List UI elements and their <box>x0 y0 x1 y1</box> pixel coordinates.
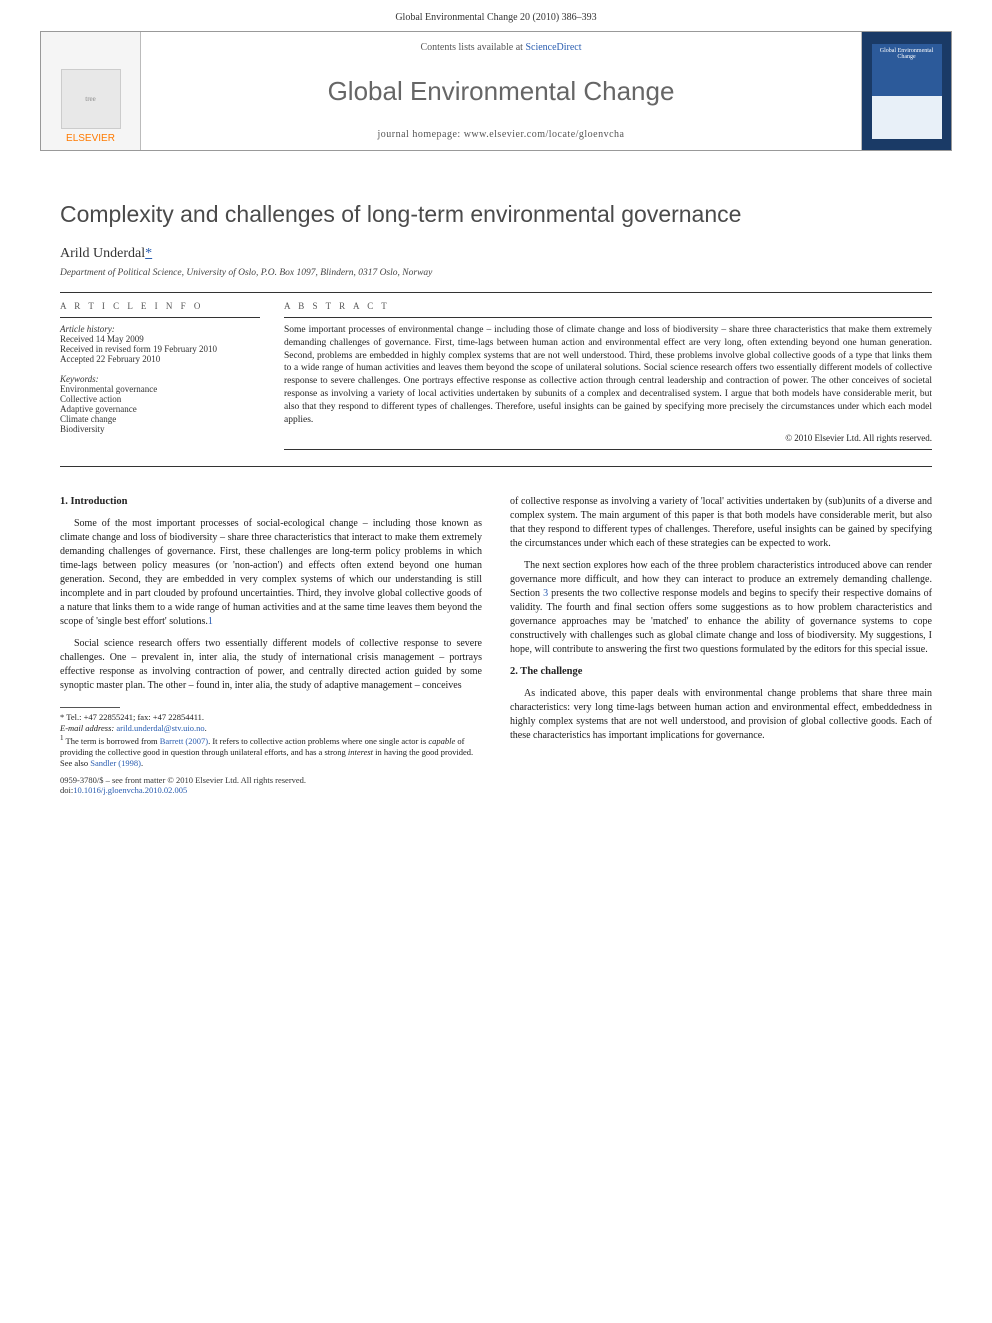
abstract-heading: A B S T R A C T <box>284 301 932 311</box>
footer-copyright: 0959-3780/$ – see front matter © 2010 El… <box>60 775 932 785</box>
contents-line: Contents lists available at ScienceDirec… <box>147 42 855 53</box>
keyword: Adaptive governance <box>60 404 260 414</box>
doi-link[interactable]: 10.1016/j.gloenvcha.2010.02.005 <box>73 785 187 795</box>
author-line: Arild Underdal* <box>60 246 932 262</box>
footer-doi-line: doi:10.1016/j.gloenvcha.2010.02.005 <box>60 785 932 795</box>
journal-thumb-label: Global Environmental Change <box>880 48 934 60</box>
body-text: Some of the most important processes of … <box>60 518 482 627</box>
body-paragraph: Social science research offers two essen… <box>60 637 482 693</box>
article-info: A R T I C L E I N F O Article history: R… <box>60 301 260 456</box>
article-info-heading: A R T I C L E I N F O <box>60 301 260 311</box>
body-paragraph: Some of the most important processes of … <box>60 517 482 629</box>
author-email-link[interactable]: arild.underdal@stv.uio.no <box>116 723 204 733</box>
keyword: Climate change <box>60 414 260 424</box>
fn-text: . It refers to collective action problem… <box>208 736 428 746</box>
rule-abstract-bottom <box>284 449 932 450</box>
banner-right: Global Environmental Change <box>861 32 951 150</box>
keyword: Environmental governance <box>60 384 260 394</box>
homepage-line: journal homepage: www.elsevier.com/locat… <box>147 129 855 140</box>
journal-cover-thumbnail: Global Environmental Change <box>872 44 942 139</box>
publisher-label: ELSEVIER <box>66 133 115 144</box>
abstract-text: Some important processes of environmenta… <box>284 324 932 427</box>
fn-em: capable <box>428 736 455 746</box>
fn-text: . <box>141 758 143 768</box>
email-line: E-mail address: arild.underdal@stv.uio.n… <box>60 723 482 734</box>
abstract-block: A B S T R A C T Some important processes… <box>284 301 932 456</box>
rule-abstract <box>284 317 932 318</box>
footnotes: * Tel.: +47 22855241; fax: +47 22854411.… <box>60 712 482 769</box>
history-accepted: Accepted 22 February 2010 <box>60 354 160 364</box>
history-received: Received 14 May 2009 <box>60 334 144 344</box>
body-paragraph: of collective response as involving a va… <box>510 495 932 551</box>
journal-banner: tree ELSEVIER Contents lists available a… <box>40 31 952 151</box>
article-area: Complexity and challenges of long-term e… <box>0 171 992 769</box>
body-paragraph: The next section explores how each of th… <box>510 559 932 657</box>
email-label: E-mail address: <box>60 723 116 733</box>
abstract-copyright: © 2010 Elsevier Ltd. All rights reserved… <box>284 433 932 443</box>
sciencedirect-link[interactable]: ScienceDirect <box>525 42 581 53</box>
footnote-separator <box>60 707 120 708</box>
body-paragraph: As indicated above, this paper deals wit… <box>510 687 932 743</box>
corresponding-author-link[interactable]: * <box>145 246 152 261</box>
banner-center: Contents lists available at ScienceDirec… <box>141 32 861 150</box>
contents-prefix: Contents lists available at <box>420 42 525 53</box>
journal-name: Global Environmental Change <box>147 70 855 113</box>
publisher-block: tree ELSEVIER <box>41 32 141 150</box>
article-title: Complexity and challenges of long-term e… <box>60 201 932 228</box>
section-2-heading: 2. The challenge <box>510 665 932 680</box>
keyword: Biodiversity <box>60 424 260 434</box>
citation-link[interactable]: Sandler (1998) <box>90 758 141 768</box>
citation-link[interactable]: Barrett (2007) <box>160 736 208 746</box>
page-footer: 0959-3780/$ – see front matter © 2010 El… <box>0 769 992 815</box>
history-label: Article history: <box>60 324 115 334</box>
section-1-heading: 1. Introduction <box>60 495 482 510</box>
homepage-url: www.elsevier.com/locate/gloenvcha <box>464 129 625 140</box>
rule-top <box>60 292 932 293</box>
running-header: Global Environmental Change 20 (2010) 38… <box>0 0 992 31</box>
elsevier-tree-icon: tree <box>61 69 121 129</box>
body-columns: 1. Introduction Some of the most importa… <box>60 495 932 770</box>
rule-info <box>60 317 260 318</box>
footnote-ref-1[interactable]: 1 <box>208 616 213 627</box>
rule-bottom <box>60 466 932 467</box>
meta-row: A R T I C L E I N F O Article history: R… <box>60 301 932 456</box>
footnote-block: * Tel.: +47 22855241; fax: +47 22854411.… <box>60 707 482 769</box>
keyword: Collective action <box>60 394 260 404</box>
history-revised: Received in revised form 19 February 201… <box>60 344 217 354</box>
fn-em: interest <box>348 747 373 757</box>
running-header-text: Global Environmental Change 20 (2010) 38… <box>395 12 596 23</box>
affiliation: Department of Political Science, Univers… <box>60 268 932 278</box>
doi-label: doi: <box>60 785 73 795</box>
homepage-prefix: journal homepage: <box>378 129 464 140</box>
body-text: presents the two collective response mod… <box>510 588 932 655</box>
fn-text: The term is borrowed from <box>64 736 160 746</box>
corresponding-note: * Tel.: +47 22855241; fax: +47 22854411. <box>60 712 482 723</box>
footnote-1: 1 The term is borrowed from Barrett (200… <box>60 734 482 769</box>
author-name: Arild Underdal <box>60 246 145 261</box>
keywords-label: Keywords: <box>60 374 260 384</box>
